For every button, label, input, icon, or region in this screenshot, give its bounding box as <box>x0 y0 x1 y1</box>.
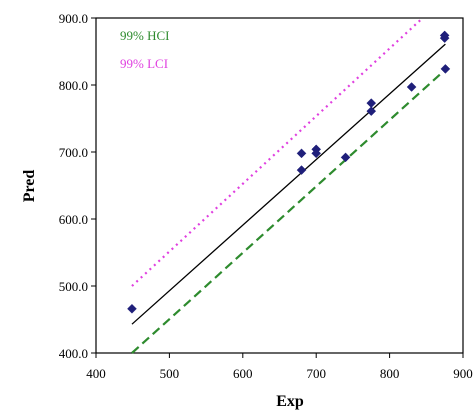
lci-line <box>131 17 424 287</box>
y-tick-label: 500.0 <box>59 279 88 294</box>
legend-lci-label: 99% LCI <box>120 56 168 71</box>
data-point <box>296 148 307 159</box>
legend-group: 99% HCI 99% LCI <box>120 28 169 71</box>
y-tick-label: 800.0 <box>59 78 88 93</box>
x-tick-label: 800 <box>380 366 400 381</box>
points-group <box>127 30 451 314</box>
y-tick-label: 400.0 <box>59 346 88 361</box>
data-point <box>311 144 322 155</box>
y-tick-label: 600.0 <box>59 212 88 227</box>
data-point <box>406 82 417 92</box>
data-point <box>366 98 377 108</box>
regression-line <box>131 43 446 325</box>
data-point <box>439 30 450 41</box>
plot-frame <box>95 17 464 354</box>
x-tick-label: 600 <box>233 366 253 381</box>
x-tick-label: 900 <box>453 366 473 381</box>
data-point <box>296 165 307 175</box>
x-tick-label: 700 <box>306 366 326 381</box>
axes-group: 400 500 600 700 800 900 400.0 500.0 600.0 700.0 80… <box>59 11 473 381</box>
y-axis-title: Pred <box>21 170 38 203</box>
hci-line <box>131 68 447 354</box>
legend-hci-label: 99% HCI <box>120 28 169 43</box>
data-point <box>440 64 451 74</box>
data-point <box>127 303 137 314</box>
x-tick-label: 400 <box>86 366 106 381</box>
lines-group <box>131 17 447 354</box>
x-tick-label: 500 <box>160 366 180 381</box>
data-point <box>340 152 351 163</box>
x-axis-title: Exp <box>276 393 304 410</box>
y-tick-label: 700.0 <box>59 145 88 160</box>
y-tick-label: 900.0 <box>59 11 88 26</box>
data-point <box>366 106 377 116</box>
